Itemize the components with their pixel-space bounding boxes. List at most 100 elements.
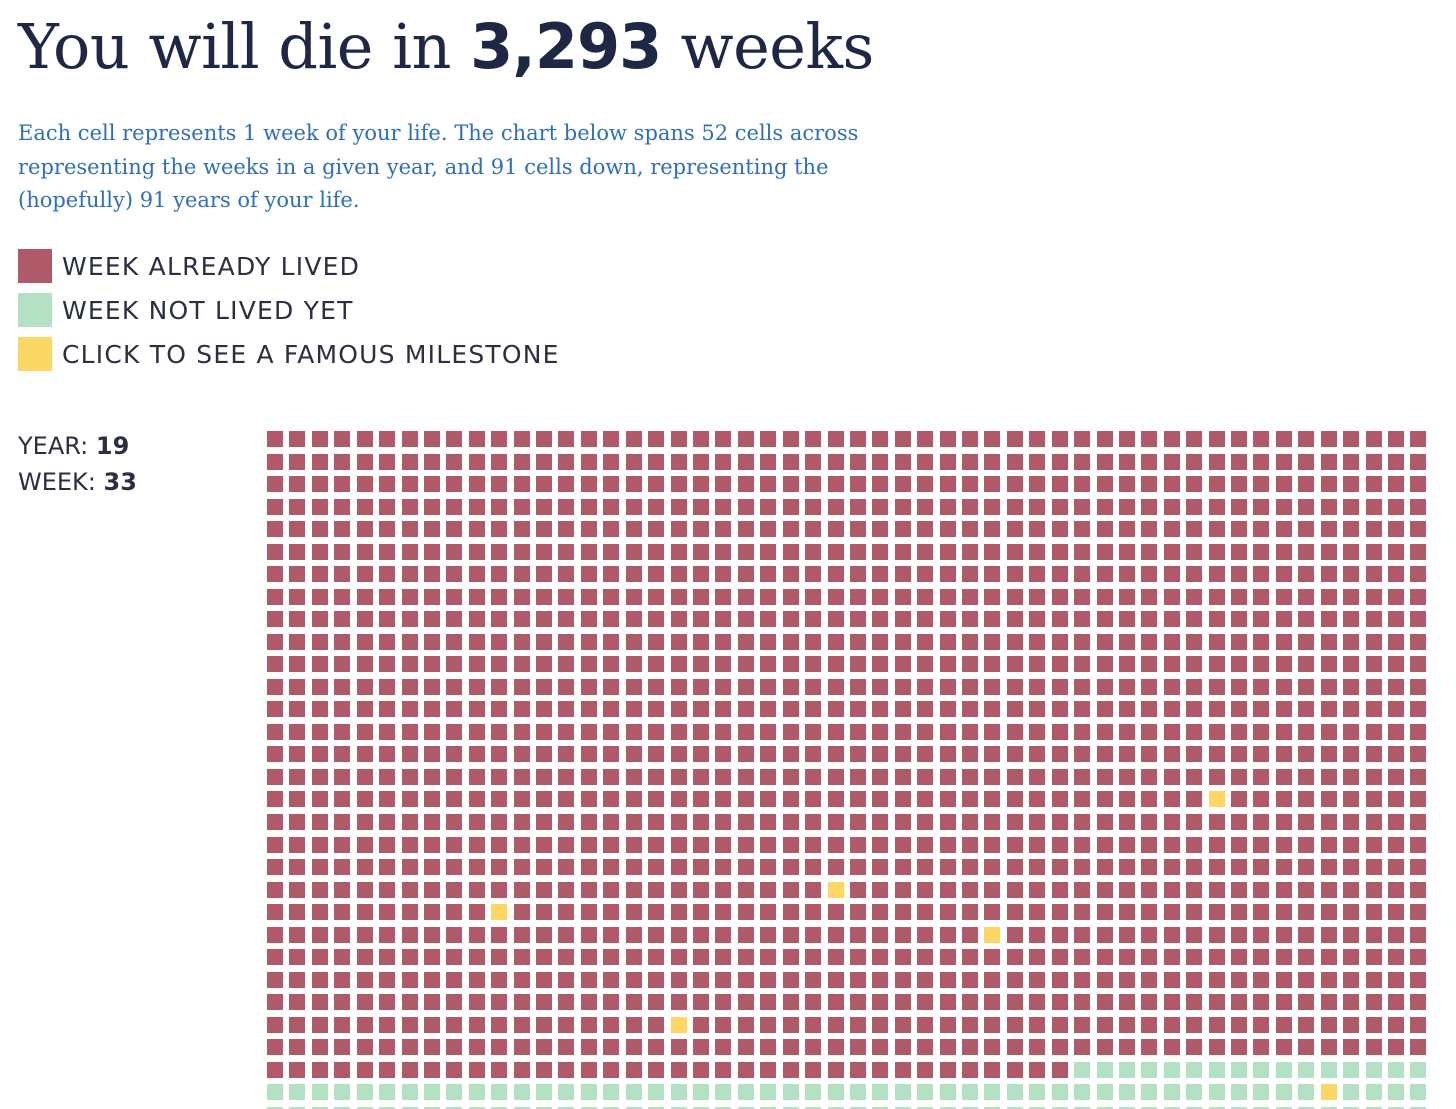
week-cell-lived[interactable] xyxy=(1321,431,1337,447)
week-cell-lived[interactable] xyxy=(805,837,821,853)
week-cell-lived[interactable] xyxy=(1164,724,1180,740)
week-cell-not-lived[interactable] xyxy=(1276,1084,1292,1100)
week-cell-lived[interactable] xyxy=(671,544,687,560)
week-cell-lived[interactable] xyxy=(1366,611,1382,627)
week-cell-lived[interactable] xyxy=(1276,949,1292,965)
week-cell-lived[interactable] xyxy=(1186,611,1202,627)
week-cell-lived[interactable] xyxy=(1410,859,1426,875)
week-cell-lived[interactable] xyxy=(1029,1017,1045,1033)
week-cell-lived[interactable] xyxy=(1141,904,1157,920)
week-cell-lived[interactable] xyxy=(357,566,373,582)
week-cell-lived[interactable] xyxy=(1343,1039,1359,1055)
week-cell-lived[interactable] xyxy=(805,904,821,920)
week-cell-lived[interactable] xyxy=(267,927,283,943)
week-cell-lived[interactable] xyxy=(1029,1039,1045,1055)
week-cell-lived[interactable] xyxy=(850,746,866,762)
week-cell-lived[interactable] xyxy=(312,656,328,672)
week-cell-lived[interactable] xyxy=(738,904,754,920)
week-cell-lived[interactable] xyxy=(402,769,418,785)
week-cell-lived[interactable] xyxy=(581,814,597,830)
week-cell-lived[interactable] xyxy=(267,589,283,605)
week-cell-lived[interactable] xyxy=(962,927,978,943)
week-cell-lived[interactable] xyxy=(1186,769,1202,785)
week-cell-not-lived[interactable] xyxy=(536,1107,552,1109)
week-cell-not-lived[interactable] xyxy=(1209,1084,1225,1100)
week-cell-lived[interactable] xyxy=(626,521,642,537)
week-cell-lived[interactable] xyxy=(1366,814,1382,830)
week-cell-lived[interactable] xyxy=(469,814,485,830)
week-cell-lived[interactable] xyxy=(738,679,754,695)
week-cell-not-lived[interactable] xyxy=(558,1084,574,1100)
week-cell-lived[interactable] xyxy=(1410,656,1426,672)
week-cell-lived[interactable] xyxy=(1321,611,1337,627)
week-cell-lived[interactable] xyxy=(1029,927,1045,943)
week-cell-lived[interactable] xyxy=(1074,454,1090,470)
week-cell-lived[interactable] xyxy=(1276,454,1292,470)
week-cell-lived[interactable] xyxy=(872,904,888,920)
week-cell-lived[interactable] xyxy=(984,882,1000,898)
week-cell-lived[interactable] xyxy=(895,882,911,898)
week-cell-lived[interactable] xyxy=(1164,1017,1180,1033)
week-cell-lived[interactable] xyxy=(446,746,462,762)
week-cell-not-lived[interactable] xyxy=(1186,1084,1202,1100)
week-cell-not-lived[interactable] xyxy=(1029,1107,1045,1109)
week-cell-lived[interactable] xyxy=(1119,859,1135,875)
week-cell-lived[interactable] xyxy=(267,499,283,515)
week-cell-not-lived[interactable] xyxy=(514,1107,530,1109)
week-cell-lived[interactable] xyxy=(357,611,373,627)
week-cell-lived[interactable] xyxy=(1164,994,1180,1010)
week-cell-lived[interactable] xyxy=(962,499,978,515)
week-cell-lived[interactable] xyxy=(715,904,731,920)
week-cell-lived[interactable] xyxy=(1321,679,1337,695)
week-cell-lived[interactable] xyxy=(1209,589,1225,605)
week-cell-lived[interactable] xyxy=(558,814,574,830)
week-cell-lived[interactable] xyxy=(872,949,888,965)
week-cell-lived[interactable] xyxy=(1097,882,1113,898)
week-cell-lived[interactable] xyxy=(1186,859,1202,875)
week-cell-lived[interactable] xyxy=(334,927,350,943)
week-cell-lived[interactable] xyxy=(805,1039,821,1055)
week-cell-lived[interactable] xyxy=(962,904,978,920)
week-cell-lived[interactable] xyxy=(424,1017,440,1033)
week-cell-lived[interactable] xyxy=(267,1039,283,1055)
week-cell-lived[interactable] xyxy=(940,566,956,582)
week-cell-lived[interactable] xyxy=(469,634,485,650)
week-cell-lived[interactable] xyxy=(357,589,373,605)
week-cell-lived[interactable] xyxy=(805,566,821,582)
week-cell-lived[interactable] xyxy=(469,454,485,470)
week-cell-lived[interactable] xyxy=(783,769,799,785)
week-cell-not-lived[interactable] xyxy=(536,1084,552,1100)
week-cell-lived[interactable] xyxy=(917,1039,933,1055)
week-cell-lived[interactable] xyxy=(1074,994,1090,1010)
week-cell-lived[interactable] xyxy=(334,1039,350,1055)
week-cell-lived[interactable] xyxy=(850,611,866,627)
week-cell-lived[interactable] xyxy=(334,972,350,988)
week-cell-lived[interactable] xyxy=(1276,904,1292,920)
week-cell-lived[interactable] xyxy=(1253,701,1269,717)
week-cell-lived[interactable] xyxy=(334,679,350,695)
week-cell-lived[interactable] xyxy=(1007,679,1023,695)
week-cell-lived[interactable] xyxy=(1052,476,1068,492)
week-cell-lived[interactable] xyxy=(1186,634,1202,650)
week-cell-not-lived[interactable] xyxy=(446,1107,462,1109)
week-cell-lived[interactable] xyxy=(357,927,373,943)
week-cell-lived[interactable] xyxy=(312,611,328,627)
week-cell-lived[interactable] xyxy=(984,566,1000,582)
week-cell-not-lived[interactable] xyxy=(1074,1107,1090,1109)
week-cell-lived[interactable] xyxy=(872,837,888,853)
week-cell-lived[interactable] xyxy=(1141,724,1157,740)
week-cell-lived[interactable] xyxy=(312,1017,328,1033)
week-cell-not-lived[interactable] xyxy=(626,1107,642,1109)
week-cell-lived[interactable] xyxy=(715,1062,731,1078)
week-cell-lived[interactable] xyxy=(469,611,485,627)
week-cell-lived[interactable] xyxy=(1209,724,1225,740)
week-cell-lived[interactable] xyxy=(1007,611,1023,627)
week-cell-lived[interactable] xyxy=(379,1017,395,1033)
week-cell-lived[interactable] xyxy=(1253,521,1269,537)
week-cell-lived[interactable] xyxy=(1209,972,1225,988)
week-cell-lived[interactable] xyxy=(962,882,978,898)
week-cell-lived[interactable] xyxy=(828,1039,844,1055)
week-cell-lived[interactable] xyxy=(917,634,933,650)
week-cell-lived[interactable] xyxy=(1119,1017,1135,1033)
week-cell-lived[interactable] xyxy=(402,476,418,492)
